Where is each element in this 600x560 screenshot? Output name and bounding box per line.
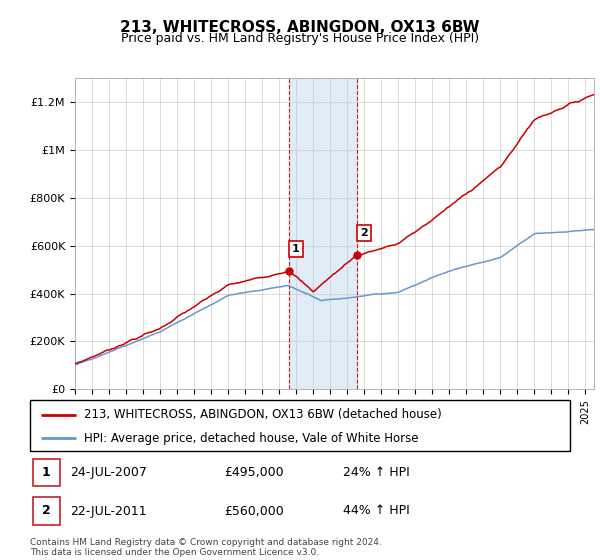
Text: 24% ↑ HPI: 24% ↑ HPI [343,466,410,479]
Text: 24-JUL-2007: 24-JUL-2007 [71,466,148,479]
Text: Contains HM Land Registry data © Crown copyright and database right 2024.
This d: Contains HM Land Registry data © Crown c… [30,538,382,557]
Text: 213, WHITECROSS, ABINGDON, OX13 6BW (detached house): 213, WHITECROSS, ABINGDON, OX13 6BW (det… [84,408,442,421]
FancyBboxPatch shape [33,497,60,525]
Text: 2: 2 [360,228,368,238]
FancyBboxPatch shape [30,400,570,451]
Text: 22-JUL-2011: 22-JUL-2011 [71,505,147,517]
Bar [289,78,357,389]
Text: £495,000: £495,000 [224,466,284,479]
Text: £560,000: £560,000 [224,505,284,517]
Text: 213, WHITECROSS, ABINGDON, OX13 6BW: 213, WHITECROSS, ABINGDON, OX13 6BW [120,20,480,35]
Text: 1: 1 [292,244,300,254]
Text: HPI: Average price, detached house, Vale of White Horse: HPI: Average price, detached house, Vale… [84,432,419,445]
Text: 44% ↑ HPI: 44% ↑ HPI [343,505,410,517]
Text: 2: 2 [42,505,50,517]
FancyBboxPatch shape [33,459,60,486]
Text: Price paid vs. HM Land Registry's House Price Index (HPI): Price paid vs. HM Land Registry's House … [121,32,479,45]
Text: 1: 1 [42,466,50,479]
